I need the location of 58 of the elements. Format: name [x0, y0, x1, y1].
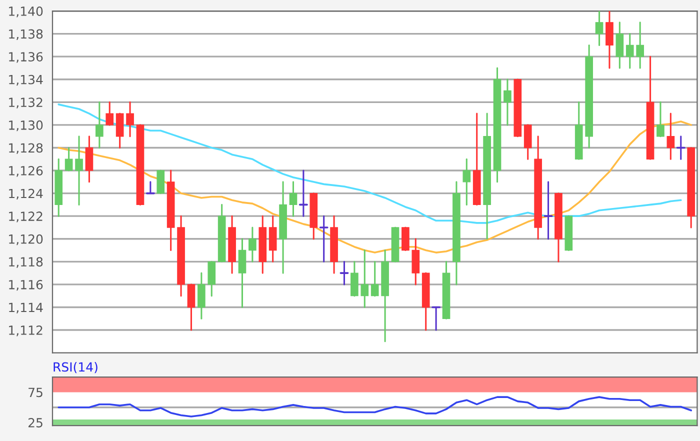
candlestick: [126, 101, 134, 138]
candlestick: [85, 136, 94, 183]
candlestick: [156, 170, 165, 194]
y-tick-label: 1,136: [9, 52, 43, 63]
candlestick: [75, 136, 83, 206]
y-tick-label: 1,134: [9, 74, 43, 86]
candlestick: [106, 101, 114, 126]
y-tick-label: 1,140: [9, 6, 43, 18]
y-tick-label: 1,130: [9, 120, 43, 132]
candlestick: [412, 238, 420, 286]
candlestick: [187, 284, 196, 331]
candlestick: [248, 226, 256, 262]
y-tick-label: 75: [28, 388, 42, 398]
candlestick: [96, 101, 104, 148]
line-series: [58, 120, 692, 254]
candlestick: [504, 78, 512, 126]
candlestick: [636, 22, 644, 69]
candlestick: [666, 112, 675, 160]
candlestick: [595, 11, 604, 46]
y-tick-label: 1,128: [9, 143, 43, 154]
y-tick-label: 1,112: [9, 325, 42, 336]
candlestick: [238, 238, 246, 308]
candlestick: [432, 306, 441, 331]
candlestick: [289, 181, 298, 217]
candlestick: [402, 226, 410, 252]
candlestick: [319, 215, 328, 262]
candlestick: [340, 260, 349, 286]
candlestick: [462, 158, 471, 206]
candlestick: [676, 136, 686, 160]
candlestick: [198, 272, 206, 320]
y-tick-label: 1,122: [9, 212, 42, 222]
candlestick: [146, 181, 155, 194]
candlestick: [298, 170, 308, 217]
candlestick: [116, 112, 124, 148]
y-tick-label: 1,114: [9, 302, 43, 314]
y-tick-label: 1,118: [9, 257, 43, 268]
y-tick-label: 25: [28, 418, 42, 428]
candlestick: [268, 215, 277, 262]
y-tick-label: 1,132: [9, 98, 42, 108]
candlestick: [606, 11, 614, 69]
candlestick: [626, 33, 634, 69]
candlestick: [524, 124, 532, 160]
y-tick-label: 1,116: [9, 280, 43, 291]
y-tick-label: 1,124: [9, 188, 43, 200]
candlestick: [616, 22, 624, 69]
candlestick: [350, 260, 358, 297]
candlestick: [208, 260, 216, 297]
line-series: [58, 396, 692, 418]
chart-title: RSI(14): [54, 362, 98, 374]
candlestick: [656, 101, 664, 138]
y-tick-label: 1,138: [9, 29, 43, 40]
candlestick: [64, 146, 73, 172]
y-tick-label: 1,120: [9, 234, 43, 246]
candlestick: [370, 260, 379, 297]
y-tick-label: 1,126: [9, 166, 43, 177]
candlestick: [544, 181, 553, 240]
line-series: [58, 104, 682, 224]
candlestick: [360, 250, 369, 308]
